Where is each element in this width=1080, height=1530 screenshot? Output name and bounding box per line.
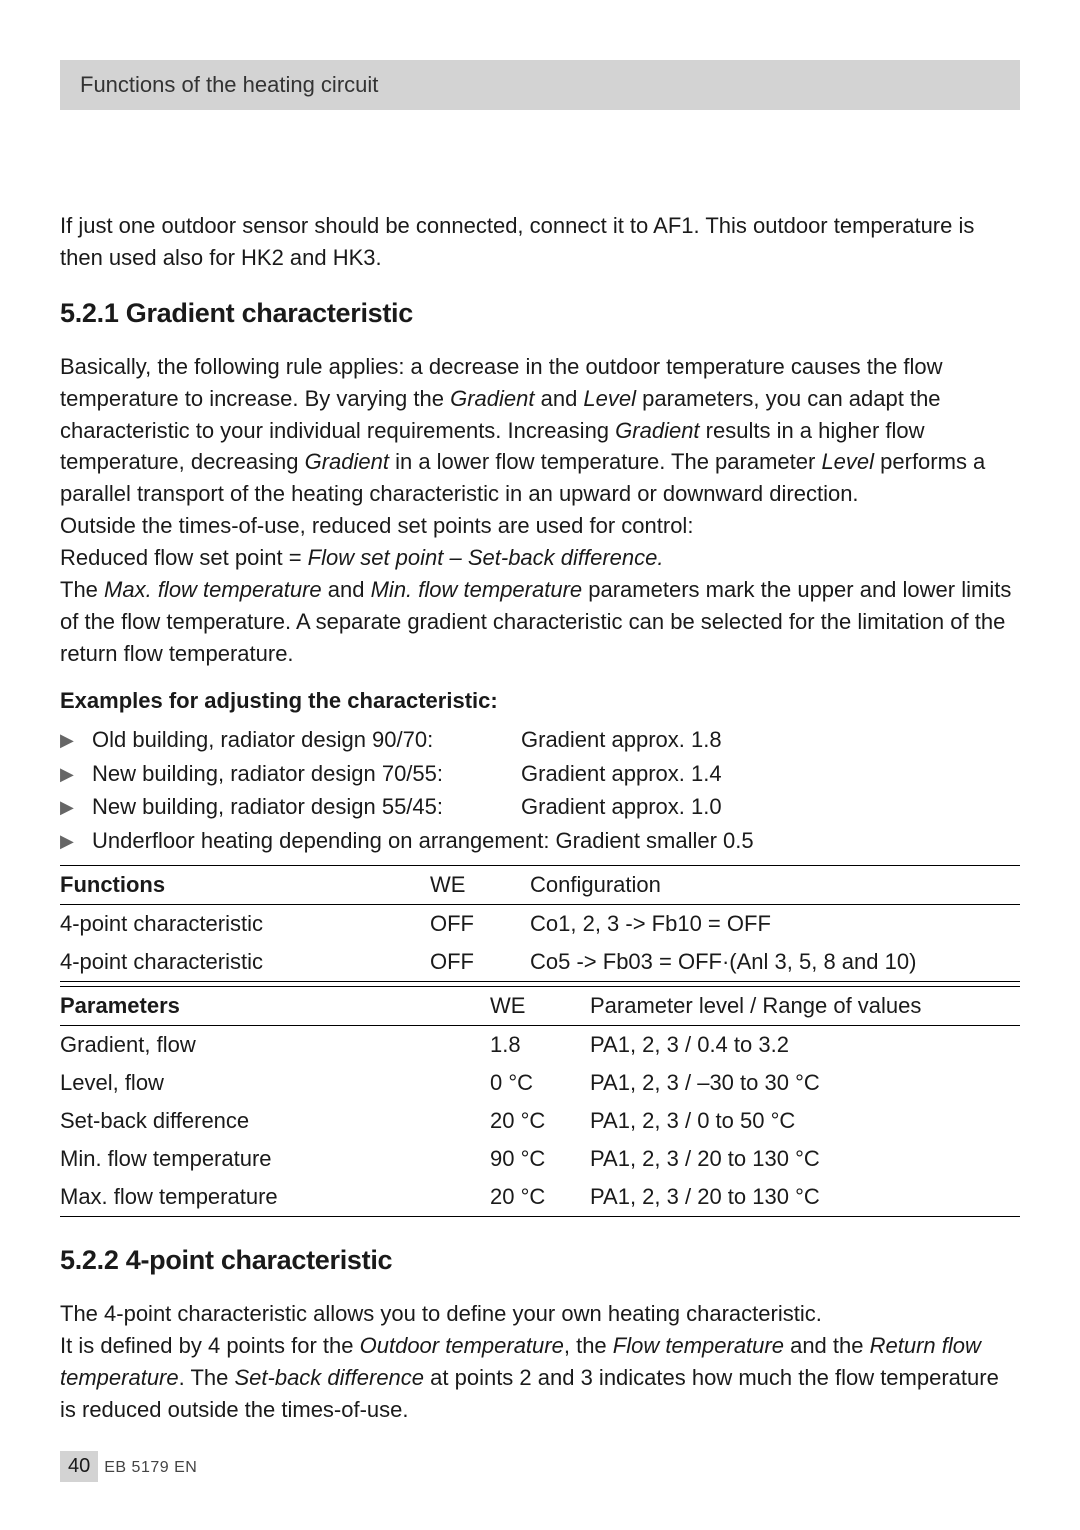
- cell: PA1, 2, 3 / 20 to 130 °C: [590, 1146, 1020, 1172]
- bullet-icon: ▶: [60, 825, 92, 854]
- table-row: 4-point characteristic OFF Co1, 2, 3 -> …: [60, 905, 1020, 943]
- section-522-body: The 4-point characteristic allows you to…: [60, 1298, 1020, 1426]
- cell: Co5 -> Fb03 = OFF·(Anl 3, 5, 8 and 10): [530, 949, 1020, 975]
- example-value: Gradient approx. 1.8: [497, 724, 722, 756]
- italic-term-minflow: Min. flow temperature: [371, 577, 583, 602]
- col-we: WE: [430, 872, 530, 898]
- examples-list: ▶ Old building, radiator design 90/70: G…: [60, 724, 1020, 858]
- section-521-heading: 5.2.1 Gradient characteristic: [60, 298, 1020, 329]
- col-functions: Functions: [60, 872, 430, 898]
- functions-table: Functions WE Configuration 4-point chara…: [60, 865, 1020, 982]
- cell: Min. flow temperature: [60, 1146, 490, 1172]
- cell: 20 °C: [490, 1108, 590, 1134]
- example-label: Old building, radiator design 90/70:: [92, 724, 497, 756]
- table-row: Set-back difference 20 °C PA1, 2, 3 / 0 …: [60, 1102, 1020, 1140]
- cell: 0 °C: [490, 1070, 590, 1096]
- table-header-row: Functions WE Configuration: [60, 866, 1020, 905]
- text-run: and: [322, 577, 371, 602]
- cell: PA1, 2, 3 / –30 to 30 °C: [590, 1070, 1020, 1096]
- cell: 1.8: [490, 1032, 590, 1058]
- example-label: Underfloor heating depending on arrangem…: [92, 825, 754, 857]
- cell: 4-point characteristic: [60, 911, 430, 937]
- text-run: , the: [564, 1333, 613, 1358]
- col-range: Parameter level / Range of values: [590, 993, 1020, 1019]
- cell: PA1, 2, 3 / 0.4 to 3.2: [590, 1032, 1020, 1058]
- italic-term-flowtemp: Flow temperature: [613, 1333, 784, 1358]
- table-row: Min. flow temperature 90 °C PA1, 2, 3 / …: [60, 1140, 1020, 1178]
- parameters-table: Parameters WE Parameter level / Range of…: [60, 986, 1020, 1217]
- text-run: It is defined by 4 points for the: [60, 1333, 360, 1358]
- cell: Set-back difference: [60, 1108, 490, 1134]
- text-run: The 4-point characteristic allows you to…: [60, 1301, 822, 1326]
- table-row: Max. flow temperature 20 °C PA1, 2, 3 / …: [60, 1178, 1020, 1216]
- cell: 4-point characteristic: [60, 949, 430, 975]
- col-parameters: Parameters: [60, 993, 490, 1019]
- cell: OFF: [430, 949, 530, 975]
- cell: Co1, 2, 3 -> Fb10 = OFF: [530, 911, 1020, 937]
- text-run: and: [534, 386, 583, 411]
- text-run: Outside the times-of-use, reduced set po…: [60, 513, 693, 538]
- italic-term-outdoor: Outdoor temperature: [360, 1333, 564, 1358]
- example-label: New building, radiator design 55/45:: [92, 791, 497, 823]
- header-bar: Functions of the heating circuit: [60, 60, 1020, 110]
- cell: Max. flow temperature: [60, 1184, 490, 1210]
- cell: Gradient, flow: [60, 1032, 490, 1058]
- text-run: The: [60, 577, 104, 602]
- italic-term-maxflow: Max. flow temperature: [104, 577, 322, 602]
- cell: Level, flow: [60, 1070, 490, 1096]
- col-config: Configuration: [530, 872, 1020, 898]
- example-value: Gradient approx. 1.0: [497, 791, 722, 823]
- italic-formula: Flow set point – Set-back difference.: [308, 545, 664, 570]
- example-value: Gradient approx. 1.4: [497, 758, 722, 790]
- bullet-icon: ▶: [60, 791, 92, 820]
- list-item: ▶ New building, radiator design 55/45: G…: [60, 791, 1020, 823]
- page-number: 40: [60, 1451, 98, 1482]
- examples-heading: Examples for adjusting the characteristi…: [60, 688, 1020, 714]
- doc-code: EB 5179 EN: [104, 1459, 197, 1477]
- text-run: and the: [784, 1333, 870, 1358]
- cell: PA1, 2, 3 / 0 to 50 °C: [590, 1108, 1020, 1134]
- document-page: Functions of the heating circuit If just…: [0, 0, 1080, 1530]
- example-label: New building, radiator design 70/55:: [92, 758, 497, 790]
- italic-term-level: Level: [583, 386, 636, 411]
- text-run: . The: [179, 1365, 235, 1390]
- italic-term-level: Level: [821, 449, 874, 474]
- table-row: 4-point characteristic OFF Co5 -> Fb03 =…: [60, 943, 1020, 981]
- table-header-row: Parameters WE Parameter level / Range of…: [60, 987, 1020, 1026]
- cell: PA1, 2, 3 / 20 to 130 °C: [590, 1184, 1020, 1210]
- bullet-icon: ▶: [60, 724, 92, 753]
- list-item: ▶ Old building, radiator design 90/70: G…: [60, 724, 1020, 756]
- italic-term-gradient: Gradient: [615, 418, 699, 443]
- page-footer: 40 EB 5179 EN: [60, 1451, 197, 1482]
- table-row: Gradient, flow 1.8 PA1, 2, 3 / 0.4 to 3.…: [60, 1026, 1020, 1064]
- header-title: Functions of the heating circuit: [80, 72, 378, 97]
- section-522-heading: 5.2.2 4-point characteristic: [60, 1245, 1020, 1276]
- bullet-icon: ▶: [60, 758, 92, 787]
- cell: 20 °C: [490, 1184, 590, 1210]
- italic-term-gradient: Gradient: [305, 449, 389, 474]
- italic-term-setback: Set-back difference: [234, 1365, 424, 1390]
- text-run: in a lower flow temperature. The paramet…: [389, 449, 821, 474]
- intro-paragraph: If just one outdoor sensor should be con…: [60, 210, 1020, 274]
- cell: OFF: [430, 911, 530, 937]
- list-item: ▶ New building, radiator design 70/55: G…: [60, 758, 1020, 790]
- italic-term-gradient: Gradient: [450, 386, 534, 411]
- text-run: Reduced flow set point =: [60, 545, 308, 570]
- cell: 90 °C: [490, 1146, 590, 1172]
- section-521-body: Basically, the following rule applies: a…: [60, 351, 1020, 670]
- list-item: ▶ Underfloor heating depending on arrang…: [60, 825, 1020, 857]
- col-we: WE: [490, 993, 590, 1019]
- table-row: Level, flow 0 °C PA1, 2, 3 / –30 to 30 °…: [60, 1064, 1020, 1102]
